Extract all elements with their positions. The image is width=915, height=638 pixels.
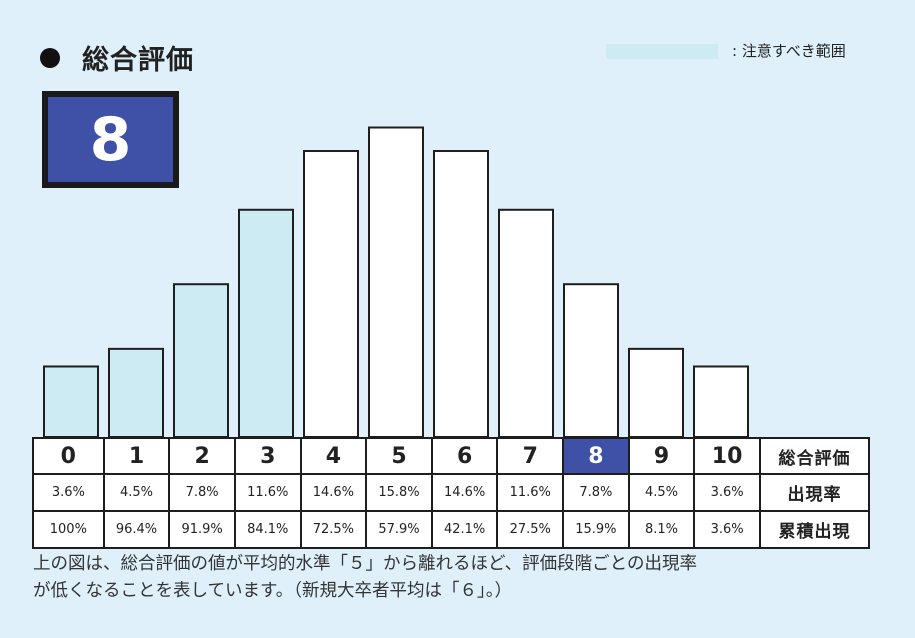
bar-0 — [43, 365, 99, 439]
caption: 上の図は、総合評価の値が平均的水準「５」から離れるほど、評価段階ごとの出現率 が… — [33, 551, 893, 605]
grade-cell: 0 — [32, 437, 105, 475]
bullet-icon — [40, 48, 60, 68]
cumulative-row: 100% 96.4% 91.9% 84.1% 72.5% 57.9% 42.1% 27.5% 1… — [32, 510, 871, 549]
rate-cell: 3.6% — [32, 473, 105, 512]
page-title: 総合評価 — [82, 45, 194, 76]
cumulative-cell: 96.4% — [102, 510, 171, 549]
rate-cell: 15.8% — [365, 473, 433, 512]
rate-cell: 11.6% — [233, 473, 302, 512]
grade-cell: 6 — [430, 437, 499, 475]
distribution-chart — [43, 126, 749, 439]
grade-cell: 9 — [627, 437, 696, 475]
rate-row: 3.6% 4.5% 7.8% 11.6% 14.6% 15.8% 14.6% 11.6% 7.8… — [32, 473, 871, 512]
cumulative-cell: 100% — [32, 510, 105, 549]
rate-cell: 4.5% — [102, 473, 171, 512]
bar-7 — [498, 208, 554, 438]
grade-row: 0 1 2 3 4 5 6 7 8 9 10 総合評価 — [32, 437, 871, 475]
bar-5 — [368, 126, 424, 438]
bar-6 — [433, 150, 489, 438]
rate-cell: 11.6% — [496, 473, 565, 512]
cumulative-cell: 15.9% — [562, 510, 630, 549]
caption-line-1: 上の図は、総合評価の値が平均的水準「５」から離れるほど、評価段階ごとの出現率 — [33, 554, 697, 574]
grade-cell: 2 — [168, 437, 236, 475]
grade-cell: 3 — [233, 437, 302, 475]
row-label-cumulative: 累積出現 — [758, 510, 871, 549]
bar-10 — [693, 365, 749, 439]
row-label-rate: 出現率 — [758, 473, 871, 512]
rate-cell: 4.5% — [627, 473, 696, 512]
rate-cell: 14.6% — [430, 473, 499, 512]
legend-swatch — [606, 44, 718, 59]
cumulative-cell: 72.5% — [299, 510, 368, 549]
caption-line-2: が低くなることを表しています。（新規大卒者平均は「６」。） — [33, 581, 512, 601]
rate-cell: 3.6% — [693, 473, 761, 512]
cumulative-cell: 91.9% — [168, 510, 236, 549]
header: 総合評価 : 注意すべき範囲 — [0, 0, 915, 90]
cumulative-cell: 27.5% — [496, 510, 565, 549]
cumulative-cell: 84.1% — [233, 510, 302, 549]
score-value: 8 — [89, 104, 132, 175]
row-label-grade: 総合評価 — [758, 437, 871, 475]
grade-cell: 7 — [496, 437, 565, 475]
bar-8 — [563, 283, 619, 438]
cumulative-cell: 8.1% — [627, 510, 696, 549]
grade-cell: 4 — [299, 437, 368, 475]
cumulative-cell: 3.6% — [693, 510, 761, 549]
cumulative-cell: 42.1% — [430, 510, 499, 549]
grade-cell: 10 — [693, 437, 761, 475]
bar-9 — [628, 347, 684, 438]
bar-4 — [303, 150, 359, 438]
legend-label: : 注意すべき範囲 — [732, 42, 846, 60]
rate-cell: 14.6% — [299, 473, 368, 512]
bar-3 — [238, 208, 294, 438]
distribution-table: 0 1 2 3 4 5 6 7 8 9 10 総合評価 3.6% 4.5% 7.8% 11.6% 14.6% 1… — [32, 437, 871, 549]
grade-cell: 1 — [102, 437, 171, 475]
rate-cell: 7.8% — [562, 473, 630, 512]
cumulative-cell: 57.9% — [365, 510, 433, 549]
score-badge: 8 — [42, 91, 179, 188]
grade-cell: 5 — [365, 437, 433, 475]
rate-cell: 7.8% — [168, 473, 236, 512]
bar-2 — [173, 283, 229, 438]
bar-1 — [108, 347, 164, 438]
grade-cell: 8 — [562, 437, 630, 475]
